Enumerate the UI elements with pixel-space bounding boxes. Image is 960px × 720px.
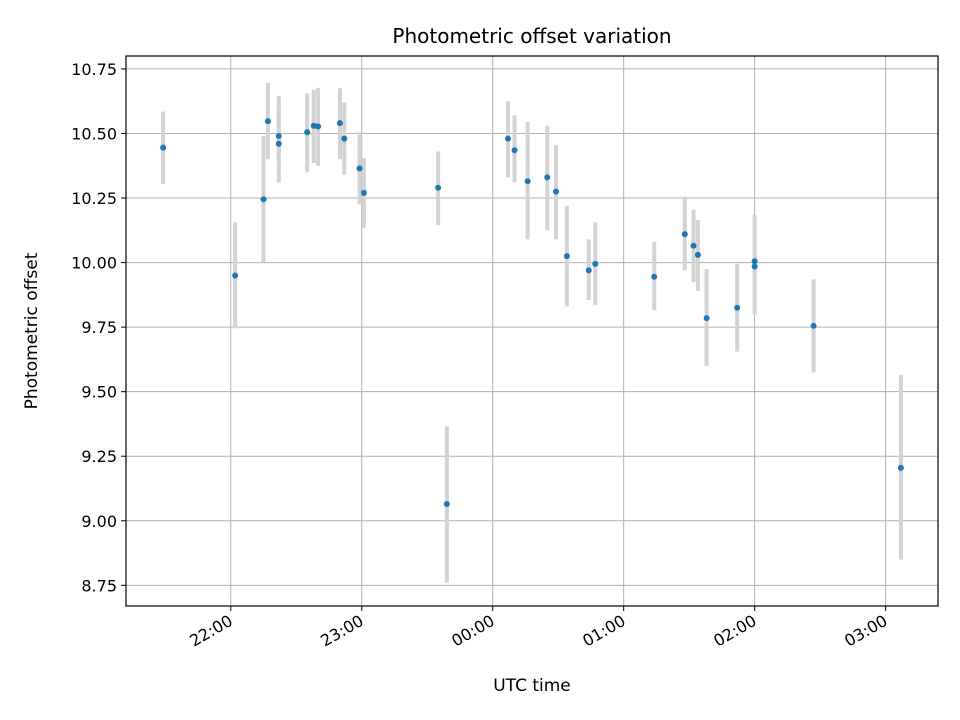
data-point (690, 242, 697, 249)
data-point (734, 304, 741, 311)
data-point (751, 258, 758, 265)
y-tick-label: 10.00 (71, 254, 117, 273)
data-point (592, 260, 599, 267)
data-point (275, 140, 282, 147)
data-point (356, 165, 363, 172)
x-axis-title: UTC time (493, 676, 571, 696)
data-point (585, 267, 592, 274)
data-point (524, 178, 531, 185)
y-tick-label: 10.75 (71, 60, 117, 79)
data-point (360, 189, 367, 196)
data-point (681, 231, 688, 238)
plot-area-frame (125, 55, 939, 607)
data-point (694, 251, 701, 258)
y-tick-label: 9.50 (81, 383, 117, 402)
data-point (544, 174, 551, 181)
data-point (810, 322, 817, 329)
y-tick-label: 8.75 (81, 576, 117, 595)
data-point (703, 315, 710, 322)
data-point (443, 501, 450, 508)
data-point (511, 147, 518, 154)
data-point (651, 273, 658, 280)
data-point (563, 253, 570, 260)
data-point (504, 135, 511, 142)
data-point (341, 135, 348, 142)
data-point (232, 272, 239, 279)
data-points (160, 118, 904, 508)
y-tick-label: 10.50 (71, 124, 117, 143)
data-point (264, 118, 271, 125)
data-point (260, 196, 267, 203)
y-tick-label: 10.25 (71, 189, 117, 208)
data-point (897, 464, 904, 471)
chart-title: Photometric offset variation (392, 24, 671, 48)
data-point (275, 133, 282, 140)
y-axis-title: Photometric offset (22, 252, 42, 409)
y-tick-label: 9.75 (81, 318, 117, 337)
data-point (751, 263, 758, 270)
data-point (160, 144, 167, 151)
data-point (315, 123, 322, 130)
grid (126, 56, 938, 606)
y-tick-label: 9.25 (81, 447, 117, 466)
data-point (553, 188, 560, 195)
y-axis-ticks: 8.75 9.00 9.25 9.50 9.75 10.00 10.25 10.50 10.75 (71, 60, 126, 595)
data-point (336, 120, 343, 127)
data-point (435, 184, 442, 191)
y-tick-label: 9.00 (81, 512, 117, 531)
data-point (304, 129, 311, 136)
